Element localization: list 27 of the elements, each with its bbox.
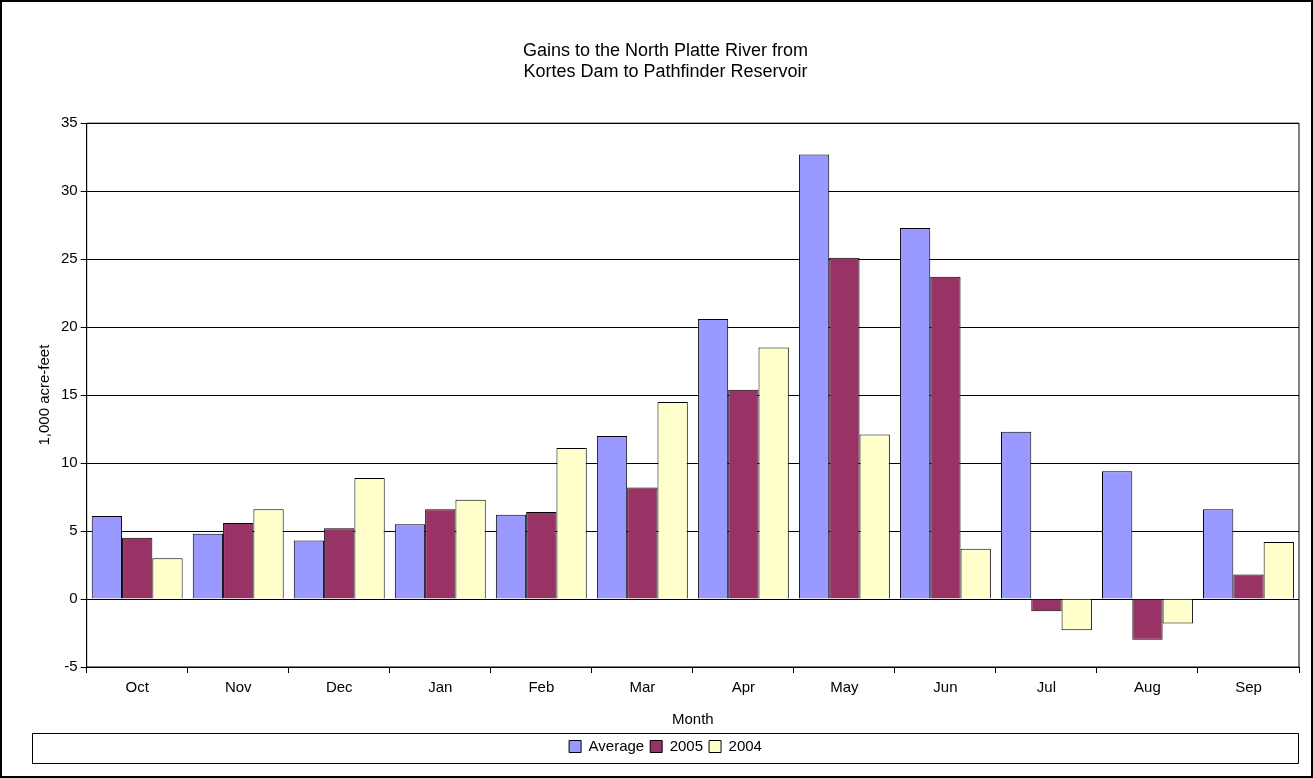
- x-tick-label: Mar: [629, 678, 656, 696]
- y-tick-label: 35: [61, 113, 78, 131]
- x-tick-label: Feb: [528, 678, 555, 696]
- y-tick-label: 5: [69, 521, 78, 539]
- legend-label: 2005: [669, 736, 704, 754]
- y-axis-title: 1,000 acre-feet: [35, 343, 53, 446]
- y-tick-label: -5: [64, 657, 78, 675]
- y-tick-label: 10: [61, 453, 78, 471]
- chart-title: Gains to the North Platte River from Kortes Dam to Pathfinder Reservoir: [522, 39, 809, 82]
- x-tick-label: Nov: [224, 678, 253, 696]
- y-tick-label: 30: [61, 181, 78, 199]
- x-axis-title: Month: [671, 710, 714, 728]
- x-tick-label: Jan: [428, 678, 453, 696]
- x-tick-label: Jul: [1036, 678, 1057, 696]
- x-tick-label: Aug: [1134, 678, 1161, 696]
- legend-label: 2004: [728, 736, 762, 754]
- x-tick-label: Jun: [933, 678, 958, 696]
- x-tick-label: Oct: [125, 678, 150, 696]
- legend-label: Average: [588, 736, 645, 754]
- x-tick-label: Apr: [731, 678, 756, 696]
- y-tick-label: 0: [69, 589, 78, 607]
- x-tick-label: Sep: [1235, 678, 1262, 696]
- x-tick-label: May: [830, 678, 860, 696]
- x-tick-label: Dec: [325, 678, 354, 696]
- y-tick-label: 20: [61, 317, 78, 335]
- y-tick-label: 25: [61, 249, 78, 267]
- y-tick-label: 15: [61, 385, 78, 403]
